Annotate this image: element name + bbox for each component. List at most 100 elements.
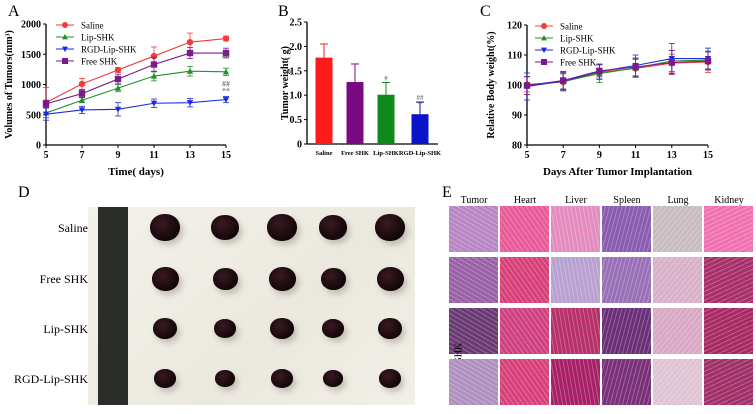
series-line (45, 37, 227, 104)
significance-mark: ## (222, 51, 230, 60)
marker-triangle-up (186, 67, 194, 74)
x-tick-label: 9 (597, 150, 602, 161)
marker-triangle-down (78, 107, 86, 114)
series-lip-shk (42, 65, 230, 119)
x-tick-label: RGD-Lip-SHK (399, 150, 441, 157)
chart-B: 0 0.5 1.0 1.5 2.0 2.5 Tumor weight( g) Saline Fr… (280, 18, 441, 158)
marker-square (62, 58, 68, 64)
y-tick-label: 80 (512, 141, 522, 152)
histology-image (653, 359, 702, 405)
marker-square (78, 90, 86, 97)
x-tick-label: Lip-SHK (373, 150, 399, 157)
y-tick-label: 100 (507, 81, 522, 92)
marker-triangle-up (150, 72, 158, 79)
marker-circle (222, 35, 230, 42)
y-tick-label: 110 (508, 51, 522, 62)
histology-image (602, 257, 651, 303)
marker-square (560, 77, 567, 84)
y-tick-label: 0 (36, 141, 41, 152)
tumor-sample (378, 318, 402, 339)
x-tick-label: Free SHK (341, 150, 369, 157)
histology-image (602, 206, 651, 252)
tumor-sample (268, 266, 296, 291)
significance-mark: ** (222, 87, 230, 96)
histology-image (449, 359, 498, 405)
series-line (526, 60, 709, 87)
histology-image (704, 308, 753, 354)
histology-column-label: Kidney (714, 195, 744, 206)
panel-label-a: A (8, 3, 20, 20)
y-tick-label: 1.0 (290, 91, 303, 102)
histology-column-label: Lung (667, 195, 689, 206)
marker-square (523, 82, 531, 89)
histology-image (449, 257, 498, 303)
histology-image (653, 257, 702, 303)
tumor-sample (270, 318, 294, 339)
marker-square (42, 100, 50, 108)
marker-circle (186, 38, 194, 46)
x-tick-label: 7 (561, 150, 566, 161)
tumor-sample (211, 215, 239, 240)
y-tick-label: 120 (507, 21, 522, 32)
significance-mark: ## (222, 80, 230, 89)
tumor-sample (319, 215, 347, 240)
legend-label: Saline (81, 21, 104, 31)
panel-label-e: E (442, 184, 452, 201)
tumor-sample (379, 369, 401, 388)
y-tick-label: 2.5 (290, 18, 303, 29)
bar-lip-shk (377, 94, 395, 144)
y-tick-label: 1.5 (290, 66, 303, 77)
tumor-sample (212, 267, 238, 290)
marker-triangle-down (62, 46, 68, 52)
photo-row-label: Lip-SHK (43, 322, 88, 336)
chart-C: 5 7 9 11 13 15 80 90 100 110 120 Days After Tumor I… (486, 21, 713, 179)
marker-triangle-down (186, 100, 194, 106)
legend-label: RGD-Lip-SHK (560, 46, 616, 56)
marker-triangle-down (222, 97, 230, 103)
histology-image (602, 359, 651, 405)
y-tick-label: 2000 (21, 20, 41, 31)
y-tick-label: 0.5 (290, 115, 303, 126)
tumor-sample (154, 369, 176, 388)
marker-square (704, 57, 712, 65)
x-tick-label: 11 (149, 150, 158, 161)
series-free-shk (42, 47, 230, 108)
marker-triangle-down (114, 106, 122, 113)
photo-row-label: Free SHK (39, 272, 88, 286)
marker-square (541, 59, 547, 65)
x-tick-label: 15 (221, 150, 231, 161)
histology-column-label: Liver (565, 195, 587, 206)
tumor-sample (323, 370, 343, 387)
series-rgd-lip-shk (523, 43, 712, 101)
x-tick-label: Saline (316, 150, 333, 157)
series-lip-shk (523, 50, 712, 95)
histology-image (653, 308, 702, 354)
bar-rgd-lip-shk (411, 114, 429, 144)
panel-label-b: B (278, 3, 289, 20)
marker-square (222, 49, 230, 57)
photo-row-label: Saline (58, 221, 88, 235)
series-line (45, 70, 227, 114)
tumor-sample (151, 266, 179, 291)
panel-label-c: C (480, 3, 491, 20)
x-tick-label: 11 (631, 150, 640, 161)
histology-image (449, 206, 498, 252)
histology-image (449, 308, 498, 354)
tumor-sample (375, 214, 405, 241)
tumor-sample (320, 267, 346, 290)
tumor-sample (271, 369, 293, 388)
marker-circle (114, 66, 122, 74)
tumor-sample (214, 319, 236, 338)
x-tick-label: 5 (44, 150, 49, 161)
legend-label: Lip-SHK (560, 34, 594, 44)
y-tick-label: 500 (26, 110, 41, 121)
y-axis-label: Volumes of Tumors(mm³) (4, 30, 15, 139)
significance-mark: ## (417, 94, 425, 102)
tumor-sample (153, 318, 177, 339)
histology-image (653, 206, 702, 252)
marker-square (114, 75, 122, 83)
histology-image (551, 308, 600, 354)
histology-column-label: Tumor (460, 195, 488, 206)
y-tick-label: 2.0 (290, 42, 303, 53)
